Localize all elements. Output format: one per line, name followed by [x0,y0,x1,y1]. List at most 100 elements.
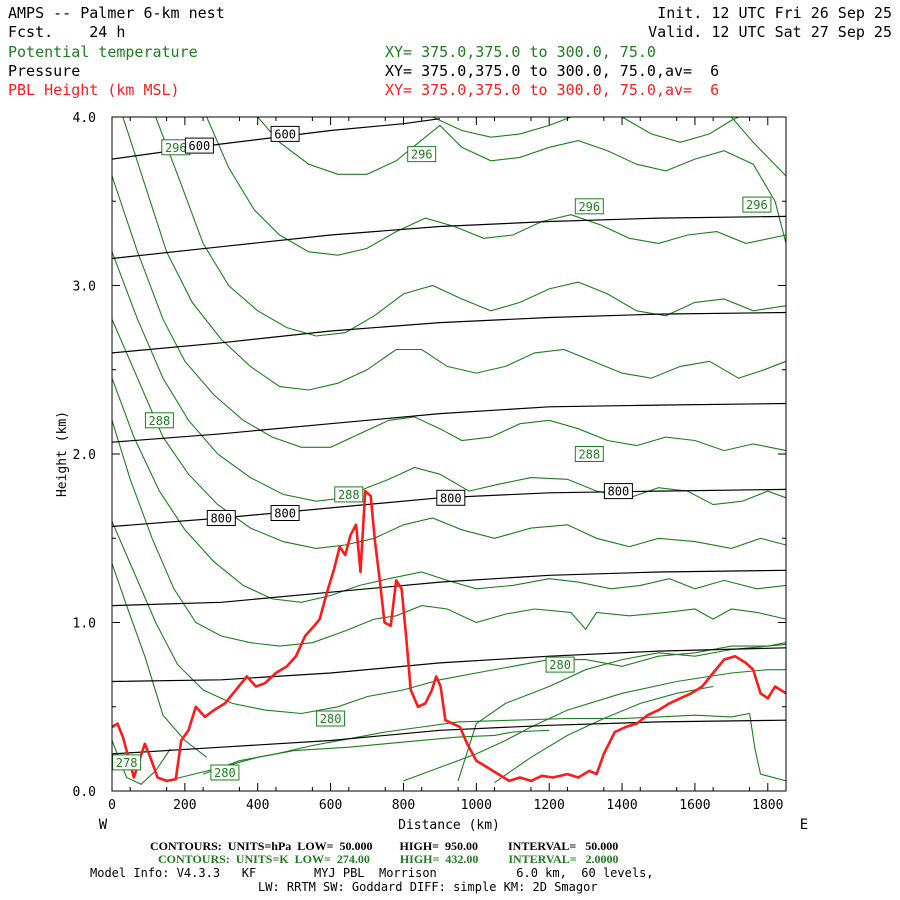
theta-contour-line [122,116,787,391]
theta-contour-label: 280 [320,712,342,726]
pressure-contour-label: 600 [189,139,211,153]
field-theta-xy: XY= 375.0,375.0 to 300.0, 75.0 [385,43,656,61]
theta-contour-label: 280 [549,658,571,672]
theta-contour-line [166,729,550,782]
cross-section-chart: 296 296 296 296 288 288 288 280 280 280 278 800 800 8… [55,111,808,833]
x-tick-label: 1600 [679,798,710,813]
theta-contour-line [206,116,787,256]
theta-contour-label: 288 [578,448,600,462]
pressure-contour-label: 800 [210,512,232,526]
west-label: W [99,817,108,833]
theta-contour-label-box [144,412,174,429]
contour-labels: 296 296 296 296 288 288 288 280 280 280 278 800 800 8… [112,125,772,781]
theta-contour-label-box [574,198,604,215]
theta-contour-line [111,521,787,715]
y-tick-label: 3.0 [73,280,96,295]
x-tick-label: 200 [173,798,196,813]
y-tick-label: 2.0 [73,448,96,463]
x-tick-label: 800 [392,798,415,813]
theta-contour-line [111,175,787,452]
pressure-contour-line [111,215,787,260]
x-tick-label: 600 [319,798,342,813]
model-title: AMPS -- Palmer 6-km nest [8,4,225,22]
pressure-contour-label-box [270,125,300,142]
theta-contour-label: 280 [214,766,236,780]
x-tick-label: 1400 [606,798,637,813]
footer-pressure-contours: CONTOURS: UNITS=hPa LOW= 50.000 HIGH= 95… [150,839,619,853]
theta-contour-label: 296 [411,148,433,162]
pressure-contour-line [111,647,787,683]
valid-time: Valid. 12 UTC Sat 27 Sep 25 [648,23,892,41]
theta-contour-line [621,116,739,143]
pressure-contour-line [111,402,787,443]
pressure-contour-label-box [436,489,466,506]
pressure-contours [111,118,787,755]
pressure-contour-line [111,311,787,354]
field-pbl-name: PBL Height (km MSL) [8,81,180,99]
fcst-value: 24 h [89,23,126,41]
theta-contour-line [403,669,786,782]
theta-contour-label: 278 [116,756,138,770]
footer-model-info: Model Info: V4.3.3 KF MYJ PBL Morrison 6… [90,866,654,880]
theta-contour-label-box [334,486,364,503]
field-pbl-xy: XY= 375.0,375.0 to 300.0, 75.0,av= 6 [385,81,720,99]
theta-contour-label-box [407,146,437,163]
field-pressure-xy: XY= 375.0,375.0 to 300.0, 75.0,av= 6 [385,62,720,80]
x-tick-label: 1800 [752,798,783,813]
x-tick-label: 1200 [534,798,565,813]
pressure-contour-label-box [603,483,633,500]
x-axis-label: Distance (km) [398,818,500,833]
theta-contour-line [111,420,787,647]
footer-physics: LW: RRTM SW: Goddard DIFF: simple KM: 2D… [258,880,598,894]
y-axis-label: Height (km) [55,411,70,497]
pressure-contour-label: 800 [440,491,462,505]
y-tick-label: 0.0 [73,785,96,800]
x-tick-label: 0 [108,798,116,813]
theta-contour-line [457,642,787,782]
theta-contour-label: 296 [165,141,187,155]
theta-contour-line [202,712,787,782]
pressure-contour-label-box [184,137,214,154]
theta-contour-label: 296 [746,198,768,212]
field-theta-name: Potential temperature [8,43,198,61]
pressure-contour-line [111,719,787,755]
theta-contour-line [494,685,714,784]
east-label: E [800,817,808,833]
theta-contour-label-box [545,656,575,673]
pbl-series [111,489,787,783]
theta-contour-label-box [316,710,346,727]
pressure-contour-label: 600 [274,127,296,141]
fcst-label: Fcst. [8,23,54,41]
pressure-contour-label-box [270,505,300,521]
x-tick-label: 400 [246,798,269,813]
theta-contour-label: 288 [338,488,360,502]
footer-theta-contours: CONTOURS: UNITS=K LOW= 274.00 HIGH= 432.… [158,852,619,866]
y-tick-label: 1.0 [73,617,96,632]
theta-contour-label: 288 [149,414,171,428]
theta-contour-line [111,563,208,758]
theta-contour-line [730,116,787,177]
theta-contour-label-box [742,196,772,213]
y-tick-label: 4.0 [73,111,96,126]
pressure-contour-label: 800 [608,485,630,499]
theta-contour-line [432,116,572,138]
theta-contour-line [155,116,787,337]
theta-contour-line [111,318,787,549]
pressure-contour-line [111,569,787,607]
axes: 0 200 400 600 800 1000 1200 1400 1600 1800 0.0 1.0 2… [73,111,786,813]
theta-contour-line [111,251,787,506]
init-time: Init. 12 UTC Fri 26 Sep 25 [657,4,892,22]
field-pressure-name: Pressure [8,62,81,80]
pbl-height-line [111,489,787,783]
theta-contour-label-box [210,764,240,781]
theta-contour-line [257,116,787,244]
theta-contours [111,116,787,785]
pressure-contour-label-box [206,510,236,526]
theta-contour-label-box [574,446,604,462]
x-tick-label: 1000 [461,798,492,813]
theta-contour-line [111,378,787,603]
theta-contour-label: 296 [578,200,600,214]
pressure-contour-label: 800 [274,507,296,521]
theta-contour-label-box [112,754,142,771]
forecast-label: Fcst. 24 h [8,23,125,41]
